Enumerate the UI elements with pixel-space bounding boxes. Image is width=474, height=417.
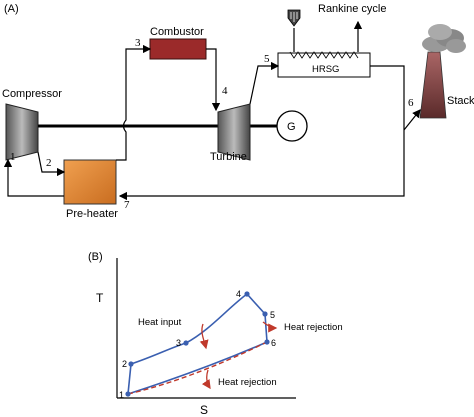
y-axis-label: T [96,291,104,305]
stack-label: Stack [447,95,474,107]
ts-cycle [127,292,268,396]
point-1-label: 1 [119,390,124,400]
flow-2 [37,151,66,177]
heat-input-label: Heat input [138,317,182,328]
generator-icon [276,110,308,142]
flow-7 [118,65,405,201]
heat-rejection-top-arrow [262,321,278,333]
point-3 [183,340,189,346]
point-4-label: 4 [236,289,241,299]
heat-rejection-bottom-label: Heat rejection [218,377,277,388]
point-2-label: 2 [122,359,127,369]
x-axis-label: S [200,403,208,417]
point-3-label: 3 [176,338,181,348]
point-6-label: 6 [271,338,276,348]
flow-3 [116,44,152,161]
rankine-label: Rankine cycle [318,3,386,15]
panel-b-label: (B) [88,251,103,263]
flow-4 [206,48,221,112]
state-7: 7 [124,199,130,211]
state-3: 3 [135,37,141,49]
point-1 [125,391,131,397]
stack [419,24,466,119]
point-5-label: 5 [270,310,275,320]
generator-label: G [287,121,296,133]
preheater-label: Pre-heater [66,208,118,220]
state-1: 1 [10,151,16,163]
turbine-label: Turbine [210,151,247,163]
state-4: 4 [222,85,228,97]
flow-return [7,194,64,197]
state-5: 5 [264,53,270,65]
point-6 [264,339,270,345]
point-2 [128,361,134,367]
flow-5 [249,61,280,105]
heat-rejection-top-label: Heat rejection [284,322,343,333]
pump-icon [287,9,301,27]
hrsg-label: HRSG [312,64,339,75]
preheater [63,159,117,205]
combustor-label: Combustor [150,26,204,38]
compressor-label: Compressor [2,88,62,100]
hrsg-coil [289,51,359,59]
turbine [217,103,251,161]
state-2: 2 [46,157,52,169]
point-4 [244,291,250,297]
state-6: 6 [408,97,414,109]
combustor [149,38,207,60]
ts-ideal-dashed [127,341,268,395]
heat-input-arrow [199,323,209,350]
panel-a-label: (A) [4,3,19,15]
ts-points [125,291,270,397]
point-5 [262,311,268,317]
heat-rejection-bottom-arrow [201,369,211,390]
flow-6 [403,109,421,131]
